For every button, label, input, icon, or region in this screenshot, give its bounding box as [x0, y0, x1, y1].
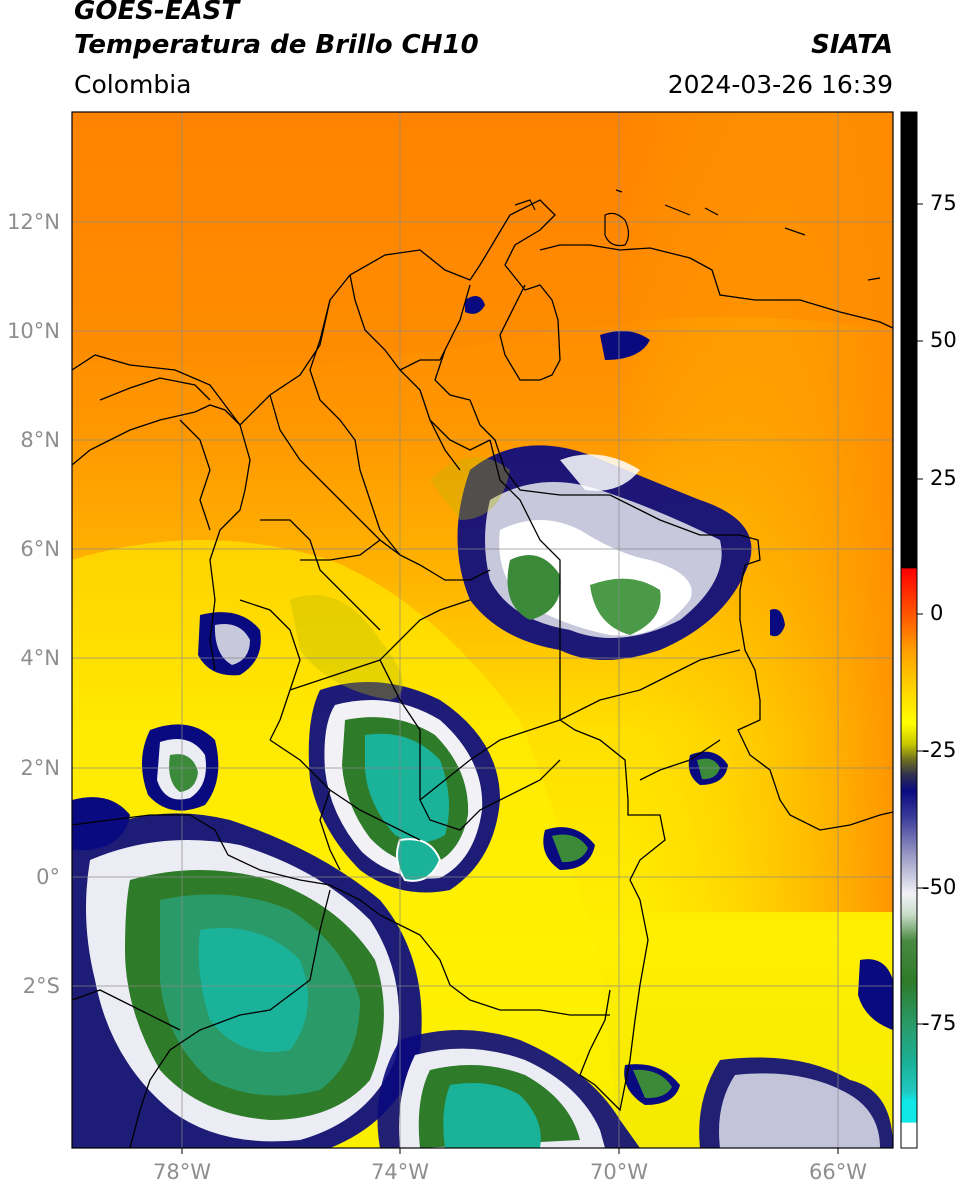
- lat-label-10n: 10°N: [7, 319, 60, 343]
- lat-label-0: 0°: [36, 865, 60, 889]
- colorbar-label-minus25: -25: [922, 738, 957, 762]
- lat-label-2n: 2°N: [20, 756, 60, 780]
- storm-cell-central: [308, 682, 500, 893]
- product-title: Temperatura de Brillo CH10: [74, 30, 479, 60]
- lon-ticks: [181, 1148, 839, 1154]
- islands: [514, 189, 881, 281]
- colorbar-label-minus75: -75: [922, 1011, 957, 1035]
- organization-label: SIATA: [811, 30, 893, 60]
- lon-label-78w: 78°W: [153, 1160, 211, 1184]
- country-borders: [72, 199, 893, 1148]
- colorbar-label-25: 25: [930, 466, 957, 490]
- colorbar: [900, 111, 918, 1149]
- colorbar-label-75: 75: [930, 191, 957, 215]
- satellite-title: GOES-EAST: [74, 0, 240, 26]
- colorbar-ticks: [917, 203, 923, 1025]
- lon-label-74w: 74°W: [371, 1160, 429, 1184]
- lat-label-8n: 8°N: [20, 428, 60, 452]
- lat-label-6n: 6°N: [20, 537, 60, 561]
- lat-label-12n: 12°N: [7, 210, 60, 234]
- satellite-field: [72, 112, 893, 1148]
- colorbar-label-0: 0: [930, 601, 944, 625]
- lon-label-70w: 70°W: [590, 1160, 648, 1184]
- timestamp-label: 2024-03-26 16:39: [667, 70, 893, 99]
- lon-label-66w: 66°W: [809, 1160, 867, 1184]
- region-label: Colombia: [74, 70, 192, 99]
- storm-cell-small: [395, 296, 893, 1148]
- storm-cell-southeast: [377, 1030, 640, 1148]
- gridlines: [72, 112, 893, 1148]
- colorbar-label-minus50: -50: [922, 875, 957, 899]
- colorbar-label-50: 50: [930, 328, 957, 352]
- map-frame: [71, 111, 894, 1149]
- lat-label-2s: 2°S: [22, 974, 60, 998]
- lat-label-4n: 4°N: [20, 646, 60, 670]
